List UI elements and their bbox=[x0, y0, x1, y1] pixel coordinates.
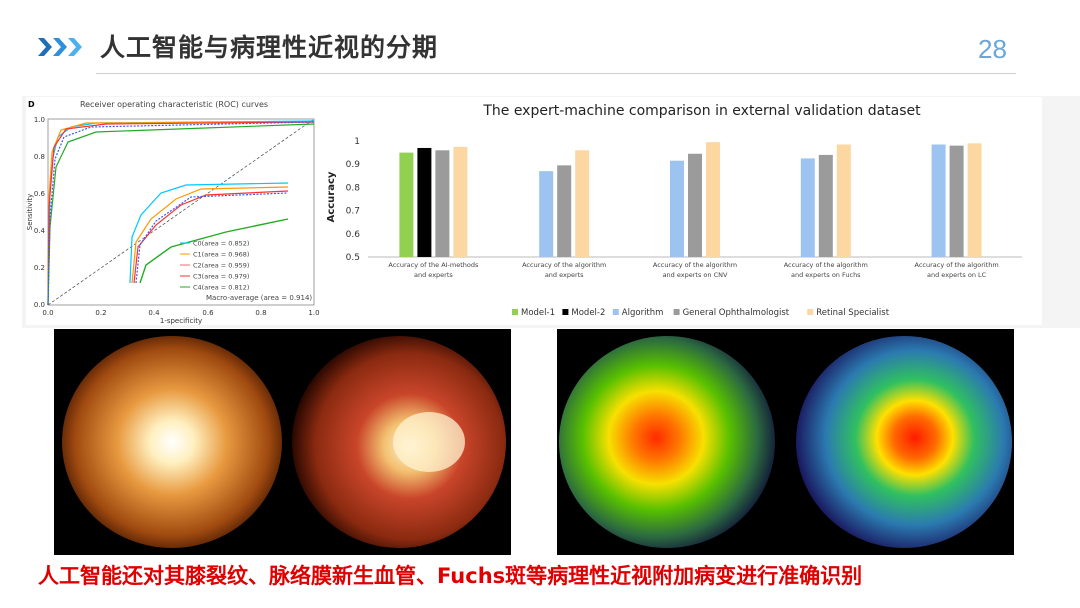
roc-curve-c4 bbox=[47, 123, 315, 306]
slide-title: 人工智能与病理性近视的分期 bbox=[100, 33, 439, 62]
roc-x-tick: 1.0 bbox=[308, 309, 319, 317]
bar-retinal-specialist bbox=[453, 146, 468, 257]
bar-retinal-specialist bbox=[575, 150, 590, 257]
roc-inset-curve-c1 bbox=[131, 186, 289, 284]
chevron-right-icon bbox=[38, 38, 82, 56]
bar-chart-title: The expert-machine comparison in externa… bbox=[482, 103, 921, 119]
bar-x-category-label: Accuracy of the AI-methods bbox=[388, 261, 479, 269]
bar-x-category-label: and experts on Fuchs bbox=[791, 271, 861, 279]
roc-y-tick: 0.0 bbox=[34, 301, 45, 309]
bar-model-1 bbox=[399, 152, 414, 257]
bar-algorithm bbox=[670, 160, 684, 257]
bar-x-category-label: and experts bbox=[414, 271, 453, 279]
roc-x-tick: 0.6 bbox=[202, 309, 214, 317]
roc-inset-curve-macro bbox=[135, 192, 289, 284]
roc-y-tick: 0.8 bbox=[34, 153, 45, 161]
page-number: 28 bbox=[978, 34, 1007, 64]
header-divider bbox=[96, 73, 1016, 74]
bar-legend-swatch bbox=[512, 309, 518, 315]
roc-curve-macro bbox=[47, 121, 315, 306]
roc-legend-item: C0(area = 0.852) bbox=[193, 240, 249, 248]
bar-algorithm bbox=[931, 144, 946, 257]
bar-legend-swatch bbox=[562, 309, 569, 315]
roc-legend-item: C1(area = 0.968) bbox=[193, 251, 249, 259]
comparison-bar-chart: The expert-machine comparison in externa… bbox=[322, 97, 1042, 325]
roc-legend-item: C2(area = 0.959) bbox=[193, 262, 249, 270]
roc-y-tick: 1.0 bbox=[34, 116, 45, 124]
bar-chart-y-label: Accuracy bbox=[326, 171, 337, 222]
roc-legend-item: Macro-average (area = 0.914) bbox=[206, 294, 312, 302]
roc-chance-line bbox=[47, 118, 315, 306]
bar-y-tick: 0.7 bbox=[346, 207, 360, 217]
bar-legend-item: Model-2 bbox=[571, 308, 605, 318]
roc-y-ticks: 0.0 0.2 0.4 0.6 0.8 1.0 bbox=[34, 116, 46, 309]
roc-legend-item: C4(area = 0.812) bbox=[193, 284, 249, 292]
bar-x-category-label: Accuracy of the algorithm bbox=[784, 261, 868, 269]
roc-title: Receiver operating characteristic (ROC) … bbox=[80, 100, 268, 109]
roc-inset-curve-c4 bbox=[139, 218, 289, 284]
fundus-heatmap-2 bbox=[796, 336, 1012, 548]
bar-x-category-label: and experts bbox=[545, 271, 584, 279]
fundus-lesion-2 bbox=[393, 412, 465, 472]
roc-panel-letter: D bbox=[28, 100, 35, 109]
bar-x-category-label: Accuracy of the algorithm bbox=[915, 261, 999, 269]
roc-curve-c3 bbox=[47, 121, 315, 306]
roc-y-tick: 0.4 bbox=[34, 227, 46, 235]
slide-caption: 人工智能还对其膝裂纹、脉络膜新生血管、Fuchs斑等病理性近视附加病变进行准确识… bbox=[38, 564, 863, 588]
roc-legend: C0(area = 0.852) C1(area = 0.968) C2(are… bbox=[180, 240, 312, 302]
bar-algorithm bbox=[539, 171, 554, 257]
bar-x-category-label: Accuracy of the algorithm bbox=[522, 261, 606, 269]
bar-model-2 bbox=[417, 147, 432, 257]
bar-general-ophthalmologist bbox=[818, 154, 833, 257]
bar-legend-item: Model-1 bbox=[521, 308, 555, 318]
bar-retinal-specialist bbox=[836, 144, 851, 257]
bar-general-ophthalmologist bbox=[949, 145, 964, 257]
fundus-image-band bbox=[54, 329, 1014, 555]
roc-inset-curve-c3 bbox=[133, 190, 289, 284]
bar-legend-item: General Ophthalmologist bbox=[683, 308, 790, 318]
bar-x-category-label: Accuracy of the algorithm bbox=[653, 261, 737, 269]
roc-chart: D Receiver operating characteristic (ROC… bbox=[26, 97, 322, 325]
bar-legend-item: Retinal Specialist bbox=[816, 308, 890, 318]
bar-retinal-specialist bbox=[967, 143, 982, 257]
roc-y-tick: 0.6 bbox=[34, 190, 46, 198]
bar-series-group bbox=[399, 142, 982, 257]
slide-header: 人工智能与病理性近视的分期 28 bbox=[0, 0, 1080, 80]
roc-legend-item: C3(area = 0.979) bbox=[193, 273, 249, 281]
bar-y-tick: 0.6 bbox=[346, 230, 361, 240]
bar-general-ophthalmologist bbox=[557, 165, 572, 257]
roc-x-tick: 0.2 bbox=[95, 309, 106, 317]
bar-chart-svg: The expert-machine comparison in externa… bbox=[326, 103, 1022, 318]
fundus-heatmap-1 bbox=[559, 336, 775, 548]
bar-y-tick: 0.8 bbox=[346, 183, 361, 193]
bar-y-tick: 1 bbox=[354, 137, 360, 147]
bar-legend: Model-1 Model-2 Algorithm General Ophthalmo… bbox=[512, 308, 890, 318]
roc-x-label: 1-specificity bbox=[160, 317, 202, 325]
bar-x-categories: Accuracy of the AI-methods and experts Acc… bbox=[388, 261, 998, 279]
bar-x-category-label: and experts on CNV bbox=[663, 271, 728, 279]
bar-legend-item: Algorithm bbox=[622, 308, 664, 318]
bar-legend-swatch bbox=[673, 309, 680, 315]
roc-x-ticks: 0.0 0.2 0.4 0.6 0.8 1.0 bbox=[42, 309, 319, 317]
roc-y-label: Sensitivity bbox=[26, 194, 34, 230]
bar-y-tick: 0.9 bbox=[346, 160, 361, 170]
bar-y-tick: 0.5 bbox=[346, 253, 360, 263]
roc-inset-curve-c0 bbox=[129, 182, 289, 284]
bar-legend-swatch bbox=[807, 309, 814, 315]
bar-general-ophthalmologist bbox=[688, 153, 702, 257]
bar-retinal-specialist bbox=[706, 142, 720, 257]
bar-legend-swatch bbox=[612, 309, 619, 315]
bar-general-ophthalmologist bbox=[435, 150, 450, 257]
bar-x-category-label: and experts on LC bbox=[927, 271, 987, 279]
roc-y-tick: 0.2 bbox=[34, 264, 45, 272]
bar-algorithm bbox=[800, 158, 815, 257]
roc-x-tick: 0.0 bbox=[42, 309, 53, 317]
fundus-photo-1 bbox=[62, 336, 282, 548]
roc-x-tick: 0.8 bbox=[255, 309, 266, 317]
roc-chart-svg: D Receiver operating characteristic (ROC… bbox=[26, 100, 320, 325]
roc-x-tick: 0.4 bbox=[148, 309, 160, 317]
